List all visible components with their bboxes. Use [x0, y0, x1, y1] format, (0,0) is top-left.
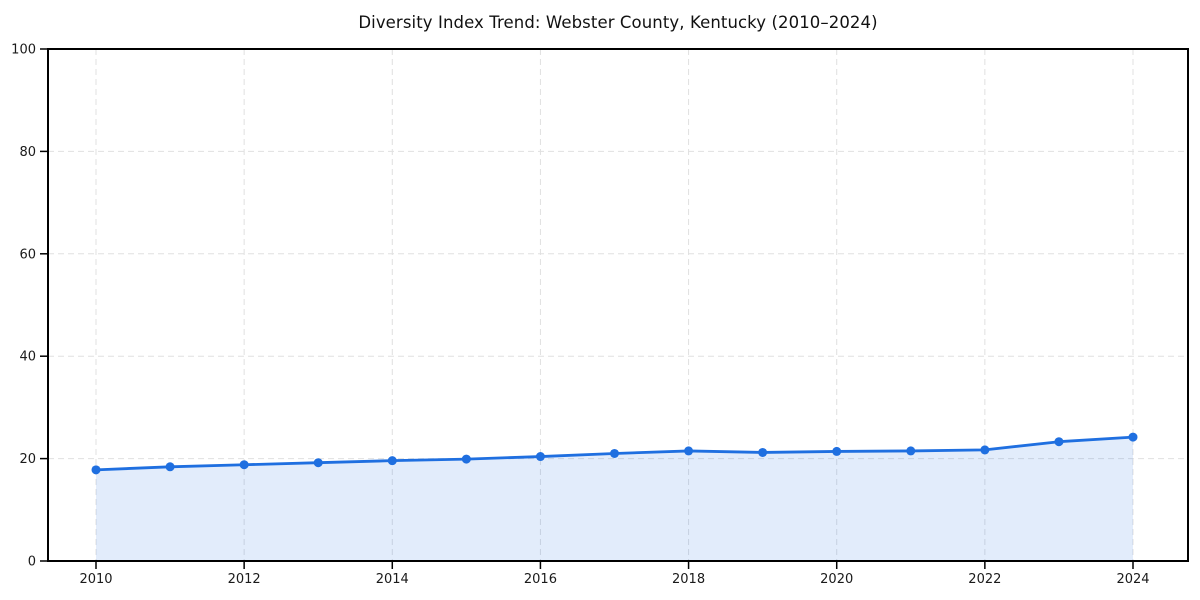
- x-tick-label: 2018: [672, 572, 705, 587]
- y-tick-label: 100: [11, 43, 36, 58]
- data-points: [91, 432, 1138, 475]
- data-point: [461, 454, 471, 464]
- data-point: [906, 446, 916, 456]
- tick-labels: 2010 2012 2014 2016 2018 2020 2022 2024 0 20 40 60 8…: [11, 43, 1149, 588]
- x-tick-label: 2016: [524, 572, 557, 587]
- data-point: [313, 458, 323, 468]
- chart-title: Diversity Index Trend: Webster County, K…: [358, 13, 878, 32]
- x-tick-label: 2020: [820, 572, 853, 587]
- data-point: [165, 462, 175, 472]
- plot-area: [47, 48, 1189, 562]
- x-tick-label: 2024: [1116, 572, 1149, 587]
- area-fill: [96, 437, 1133, 561]
- data-point: [1054, 437, 1064, 447]
- data-point: [239, 460, 249, 470]
- y-tick-label: 80: [19, 145, 36, 160]
- data-point: [387, 456, 397, 466]
- data-point: [758, 447, 768, 457]
- data-point: [91, 465, 101, 475]
- data-point: [610, 448, 619, 458]
- tick-marks: [40, 48, 1134, 569]
- grid-lines: [48, 49, 1188, 561]
- data-point: [980, 445, 990, 455]
- x-tick-label: 2022: [968, 572, 1001, 587]
- y-tick-label: 40: [19, 350, 36, 365]
- data-point: [684, 446, 694, 456]
- x-tick-label: 2014: [376, 572, 409, 587]
- data-point: [1128, 432, 1138, 442]
- data-point: [535, 452, 545, 462]
- data-point: [832, 446, 842, 456]
- y-tick-label: 60: [19, 247, 36, 262]
- y-tick-label: 20: [19, 452, 36, 467]
- x-tick-label: 2010: [79, 572, 112, 587]
- x-tick-label: 2012: [228, 572, 261, 587]
- y-tick-label: 0: [28, 555, 36, 570]
